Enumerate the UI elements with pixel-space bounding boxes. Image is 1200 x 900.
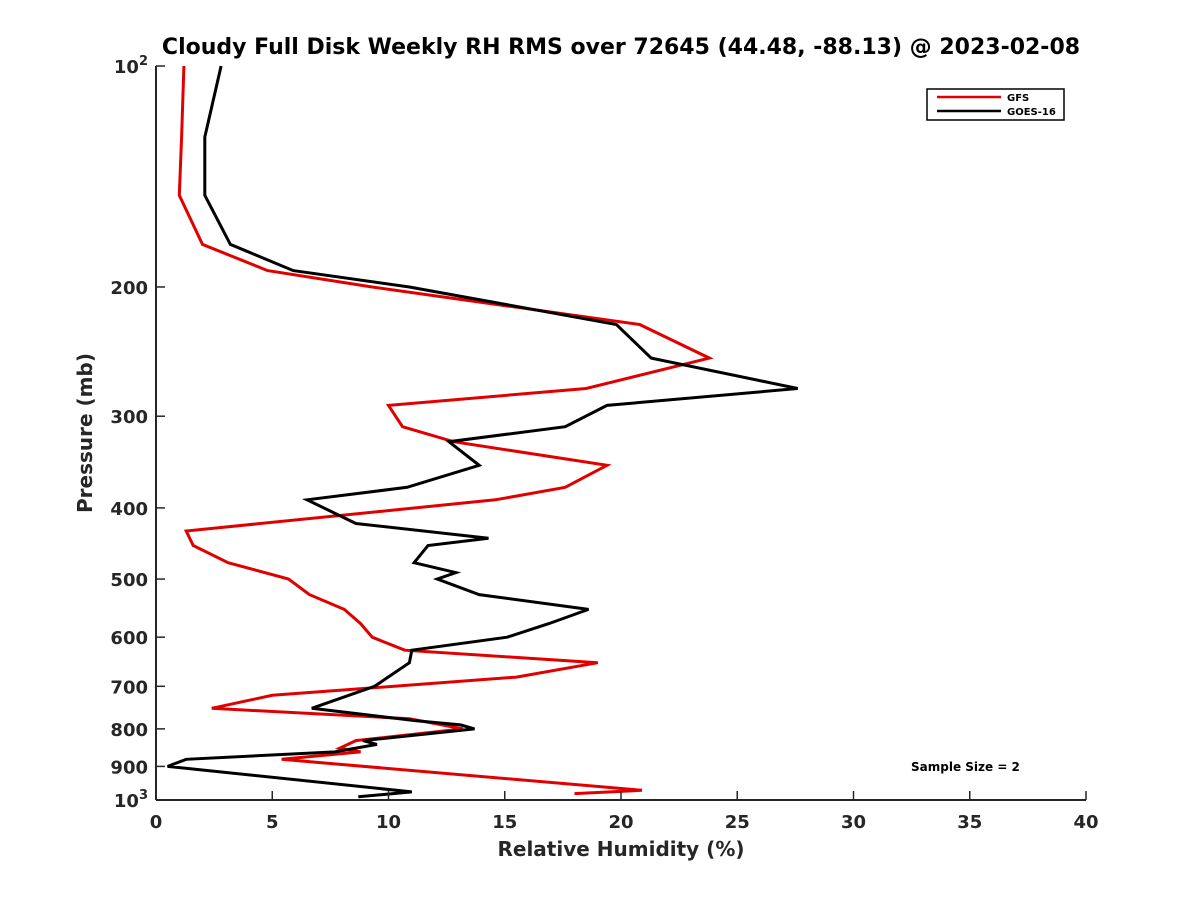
chart-title: Cloudy Full Disk Weekly RH RMS over 7264… xyxy=(162,35,1080,60)
x-tick-label: 25 xyxy=(725,812,750,833)
sample-size-annotation: Sample Size = 2 xyxy=(911,760,1020,774)
x-tick-label: 35 xyxy=(957,812,982,833)
y-tick-base: 200 xyxy=(110,278,148,299)
y-tick-label: 300 xyxy=(110,407,148,428)
x-tick-label: 30 xyxy=(841,812,866,833)
y-tick-base: 10 xyxy=(114,57,139,78)
y-tick-label: 700 xyxy=(110,677,148,698)
y-tick-label: 103 xyxy=(114,788,148,812)
legend-box xyxy=(926,88,1065,121)
legend-label-gfs: GFS xyxy=(1007,93,1029,104)
y-tick-base: 700 xyxy=(110,677,148,698)
y-tick-label: 800 xyxy=(110,720,148,741)
x-tick-label: 10 xyxy=(376,812,401,833)
x-tick-label: 15 xyxy=(492,812,517,833)
x-tick-label: 5 xyxy=(266,812,279,833)
legend: GFS GOES-16 xyxy=(926,88,1065,121)
y-tick-label: 500 xyxy=(110,570,148,591)
y-tick-base: 800 xyxy=(110,720,148,741)
y-tick-label: 900 xyxy=(110,757,148,778)
plot-lines xyxy=(167,65,799,799)
legend-label-goes16: GOES-16 xyxy=(1007,107,1056,118)
y-tick-label: 200 xyxy=(110,278,148,299)
x-tick-label: 0 xyxy=(150,812,163,833)
x-axis-label: Relative Humidity (%) xyxy=(497,837,744,861)
y-tick-label: 400 xyxy=(110,499,148,520)
y-tick-base: 900 xyxy=(110,757,148,778)
y-tick-base: 10 xyxy=(114,791,139,812)
y-tick-label: 600 xyxy=(110,628,148,649)
y-tick-base: 400 xyxy=(110,499,148,520)
y-tick-label: 102 xyxy=(114,54,148,78)
y-tick-exponent: 3 xyxy=(139,788,148,803)
y-tick-base: 600 xyxy=(110,628,148,649)
x-tick-label: 40 xyxy=(1073,812,1098,833)
y-tick-base: 500 xyxy=(110,570,148,591)
x-tick-label: 20 xyxy=(608,812,633,833)
y-axis-label: Pressure (mb) xyxy=(73,353,97,513)
y-tick-exponent: 2 xyxy=(139,54,148,69)
series-line-goes16 xyxy=(167,65,799,799)
x-ticks: 0 5 10 15 20 25 30 35 40 xyxy=(150,791,1099,833)
y-tick-base: 300 xyxy=(110,407,148,428)
